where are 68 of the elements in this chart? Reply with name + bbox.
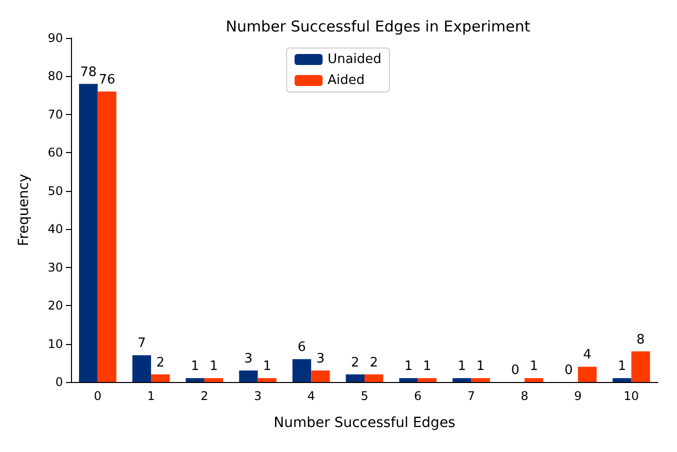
x-tick-label: 1 <box>147 389 155 403</box>
data-label: 2 <box>351 355 360 370</box>
x-tick-label: 9 <box>574 389 582 403</box>
bar <box>311 370 330 382</box>
bar <box>452 378 472 382</box>
bar <box>79 84 98 382</box>
data-label: 1 <box>190 359 200 374</box>
data-label: 1 <box>404 359 413 374</box>
data-label: 1 <box>210 359 218 374</box>
bar <box>239 370 258 382</box>
bar <box>258 378 276 382</box>
data-label: 8 <box>636 332 645 348</box>
bar <box>364 374 384 382</box>
bar <box>98 92 116 382</box>
bar <box>132 355 152 382</box>
y-tick-label: 30 <box>48 260 63 274</box>
y-tick-label: 10 <box>48 336 63 351</box>
bar <box>204 378 224 382</box>
data-label: 6 <box>298 340 306 356</box>
y-tick-label: 50 <box>48 184 63 198</box>
data-label: 1 <box>618 359 626 374</box>
bar <box>612 378 632 382</box>
x-tick-label: 7 <box>467 389 476 403</box>
bar <box>524 378 544 382</box>
x-tick-label: 10 <box>624 389 639 403</box>
data-label: 1 <box>262 359 272 374</box>
data-label: 3 <box>244 352 253 367</box>
data-label: 76 <box>98 72 116 88</box>
x-tick-label: 4 <box>307 389 315 403</box>
bar <box>418 378 437 382</box>
data-label: 1 <box>458 359 466 374</box>
y-tick-label: 60 <box>48 146 63 160</box>
y-tick-label: 70 <box>48 107 63 122</box>
bar <box>399 378 418 382</box>
data-label: 7 <box>138 336 146 352</box>
x-tick-label: 6 <box>414 389 422 403</box>
y-tick-label: 80 <box>48 69 63 84</box>
data-label: 1 <box>476 359 485 374</box>
data-label: 0 <box>564 363 573 378</box>
bar <box>578 366 597 382</box>
legend-label: Unaided <box>328 52 382 67</box>
y-tick-label: 20 <box>48 298 63 313</box>
x-tick-label: 3 <box>254 389 262 403</box>
y-axis-title: Frequency <box>16 174 32 246</box>
legend-label: Aided <box>328 73 365 88</box>
data-label: 2 <box>156 355 165 370</box>
chart-title: Number Successful Edges in Experiment <box>226 18 530 36</box>
data-label: 1 <box>530 359 538 374</box>
bar <box>631 351 650 382</box>
data-label: 2 <box>370 355 378 370</box>
y-tick-label: 0 <box>55 375 63 389</box>
x-tick-label: 2 <box>200 389 208 403</box>
bar <box>471 378 490 382</box>
data-label: 4 <box>583 348 592 363</box>
bar <box>292 359 312 382</box>
bar <box>151 374 170 382</box>
x-tick-label: 0 <box>94 389 102 403</box>
data-label: 1 <box>423 359 432 374</box>
bar <box>186 378 204 382</box>
data-label: 0 <box>511 363 520 378</box>
x-tick-label: 8 <box>520 389 528 403</box>
y-tick-label: 40 <box>48 222 63 236</box>
data-label: 3 <box>316 352 325 367</box>
y-tick-label: 90 <box>48 31 63 45</box>
x-axis-title: Number Successful Edges <box>274 415 456 431</box>
data-label: 78 <box>80 64 97 80</box>
bar <box>346 374 364 382</box>
x-tick-label: 5 <box>360 389 368 403</box>
